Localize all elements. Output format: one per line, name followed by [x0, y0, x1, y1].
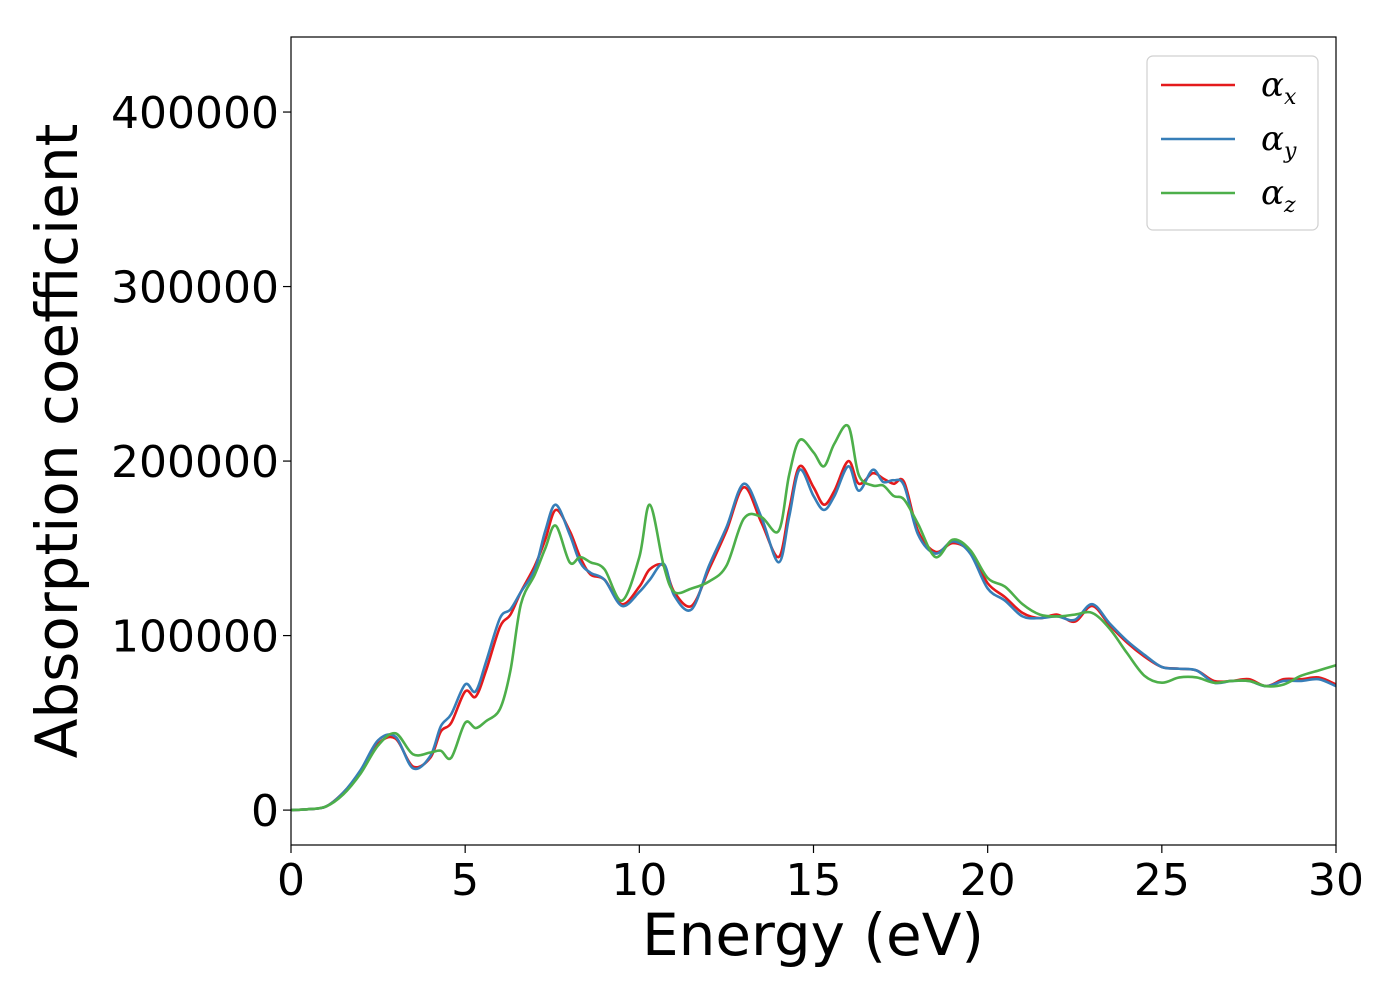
- y-tick-label: 400000: [111, 88, 279, 139]
- x-axis: 0 5 10 15 20 25 30: [277, 845, 1364, 906]
- legend: αx αy αz: [1146, 55, 1319, 231]
- y-axis: 0 100000 200000 300000 400000: [111, 88, 291, 837]
- legend-box: [1146, 55, 1319, 231]
- x-tick-label: 15: [786, 855, 842, 906]
- y-axis-title: Absorption coefficient: [23, 124, 91, 759]
- series-line-z: [290, 423, 1337, 812]
- x-tick-label: 10: [611, 855, 667, 906]
- legend-label-y: αy: [1261, 119, 1297, 164]
- x-tick-label: 5: [451, 855, 479, 906]
- x-tick-label: 25: [1134, 855, 1190, 906]
- y-tick-label: 100000: [111, 612, 279, 663]
- x-tick-label: 0: [277, 855, 305, 906]
- y-tick-label: 300000: [111, 263, 279, 314]
- legend-label-x: αx: [1261, 65, 1297, 110]
- legend-label-z: αz: [1261, 173, 1296, 218]
- x-axis-title: Energy (eV): [642, 901, 984, 969]
- y-tick-label: 0: [251, 786, 279, 837]
- y-tick-label: 200000: [111, 437, 279, 488]
- series-line-y: [290, 464, 1337, 812]
- series-layer: [290, 423, 1337, 812]
- x-tick-label: 30: [1308, 855, 1364, 906]
- x-tick-label: 20: [960, 855, 1016, 906]
- series-line-x: [290, 459, 1337, 812]
